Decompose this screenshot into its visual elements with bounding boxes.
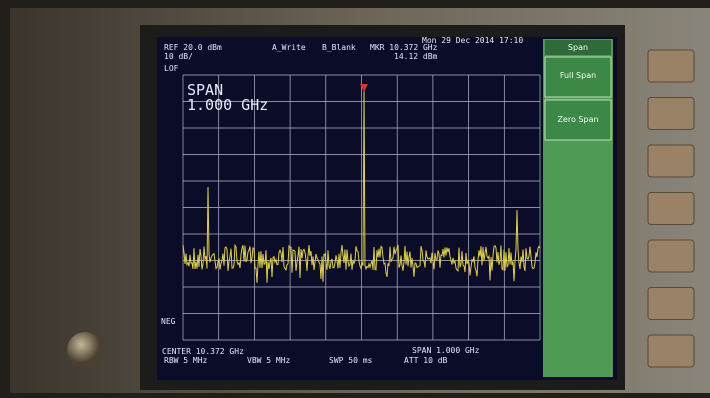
center-freq: CENTER 10.372 GHz (162, 347, 244, 356)
softkey-title: Span (568, 43, 588, 52)
softkey-label[interactable]: Zero Span (557, 115, 598, 124)
hardkey[interactable] (648, 145, 694, 177)
vbw: VBW 5 MHz (247, 356, 291, 365)
datetime: Mon 29 Dec 2014 17:10 (422, 36, 523, 45)
hardkey[interactable] (648, 98, 694, 130)
sweep: SWP 50 ms (329, 356, 373, 365)
hardkey[interactable] (648, 288, 694, 320)
span: SPAN 1.000 GHz (412, 346, 480, 355)
lof: LOF (164, 64, 179, 73)
ref-level: REF 20.0 dBm (164, 43, 222, 52)
attenuation: ATT 10 dB (404, 356, 448, 365)
rbw: RBW 5 MHz (164, 356, 208, 365)
softkey-label[interactable]: Full Span (560, 71, 596, 80)
detector: NEG (161, 317, 176, 326)
active-function-value: 1.000 GHz (187, 96, 268, 114)
trace-a: A_Write (272, 43, 306, 52)
hardkey[interactable] (648, 193, 694, 225)
trace-b: B_Blank (322, 43, 356, 52)
hardkey[interactable] (648, 50, 694, 82)
knob[interactable] (67, 332, 103, 368)
analyzer-photo: Span Full Span Zero Span REF 20.0 dBm 10… (0, 0, 710, 398)
hardkey[interactable] (648, 240, 694, 272)
hardkey[interactable] (648, 335, 694, 367)
scale: 10 dB/ (164, 52, 193, 61)
marker-level: 14.12 dBm (394, 52, 438, 61)
